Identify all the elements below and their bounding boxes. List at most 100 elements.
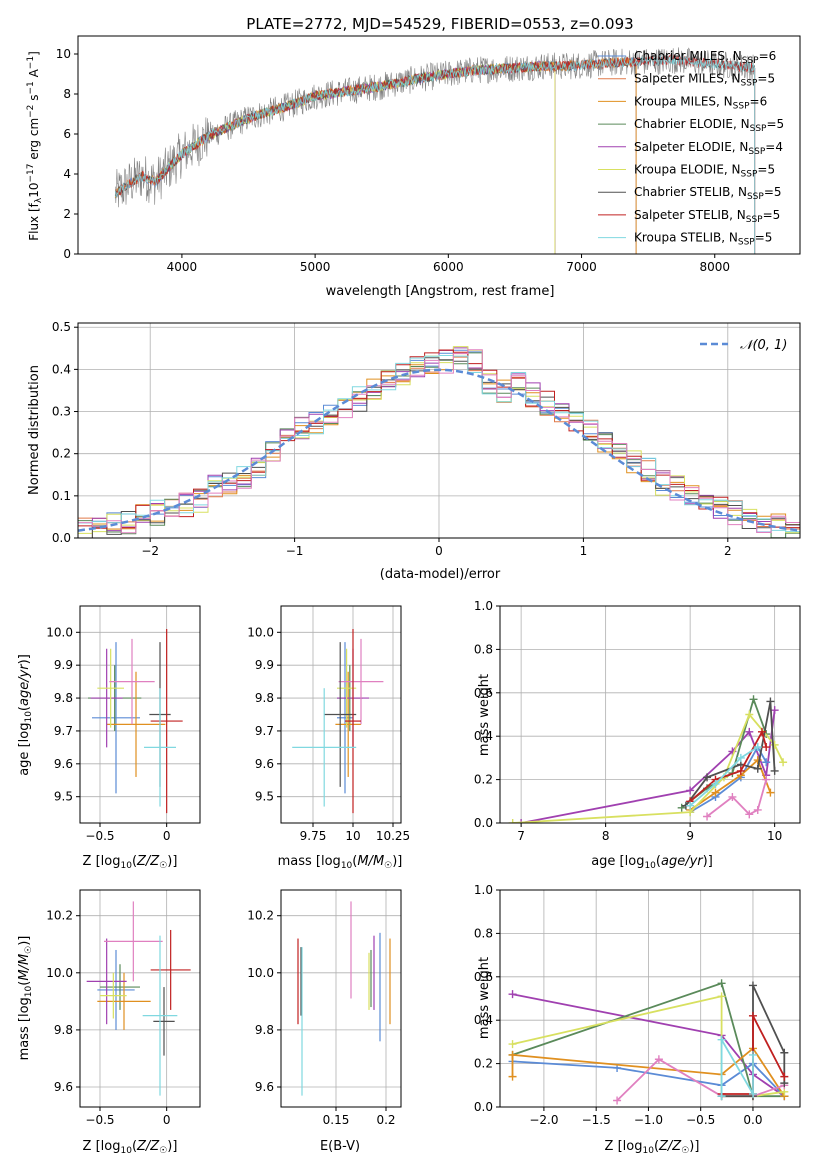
weight-marker	[717, 1092, 726, 1101]
weight-marker	[717, 992, 726, 1001]
x-tick-label: −2	[141, 544, 159, 558]
weight-marker	[703, 812, 712, 821]
plot-inner	[508, 695, 788, 823]
axes-frame	[499, 605, 801, 824]
y-tick-label: 0.1	[52, 489, 71, 503]
y-tick-label: 0.4	[474, 1013, 493, 1027]
legend-subscript: SSP	[742, 56, 759, 66]
y-tick-label: 0.3	[52, 405, 71, 419]
legend-label-rest: =5	[757, 163, 775, 177]
weight-marker	[745, 710, 754, 719]
plot-inner	[114, 47, 756, 254]
weight-marker	[762, 775, 771, 784]
weight-marker	[508, 1040, 517, 1049]
spectrum-legend: Chabrier MILES, NSSP=6 Salpeter MILES, NS…	[598, 49, 784, 248]
legend-label: Kroupa STELIB, NSSP=5	[634, 231, 772, 248]
x-tick-label: −0.5	[686, 1113, 715, 1127]
y-tick-label: 9.6	[54, 1080, 73, 1094]
x-tick-label: 0.0	[743, 1113, 762, 1127]
weight-marker	[711, 788, 720, 797]
axes-frame	[499, 889, 801, 1108]
weight-line	[512, 993, 785, 1097]
x-tick-label: −0.5	[85, 829, 114, 843]
axes-frame	[280, 889, 402, 1108]
x-tick-label: 1	[580, 544, 588, 558]
normal-curve	[78, 368, 798, 532]
x-tick-label: 10.25	[376, 829, 410, 843]
y-tick-label: 0.2	[474, 773, 493, 787]
y-tick-label: 1.0	[474, 599, 493, 613]
axes-frame	[280, 605, 402, 824]
legend-subscript: SSP	[747, 192, 764, 202]
y-tick-label: 0.2	[52, 447, 71, 461]
weight-marker	[766, 697, 775, 706]
legend-subscript: SSP	[746, 215, 763, 225]
y-tick-label: 0.0	[52, 531, 71, 545]
legend-label-rest: =5	[755, 231, 773, 245]
weight-marker	[753, 805, 762, 814]
x-tick-label: 4000	[167, 260, 198, 274]
y-tick-label: 9.9	[54, 658, 73, 672]
y-tick-label: 9.8	[255, 691, 274, 705]
x-tick-label: 7	[517, 829, 525, 843]
y-tick-label: 10.2	[247, 909, 274, 923]
weight-marker	[780, 1072, 789, 1081]
legend-label-rest: =5	[757, 72, 775, 86]
weight-line	[512, 982, 785, 1098]
legend-label-rest: =4	[765, 140, 783, 154]
age-vs-Z-plot: −0.5 0 9.5 9.6 9.7 9.8 9.9 10.0	[46, 605, 201, 843]
weight-marker	[753, 743, 762, 752]
residual-legend: 𝒩(0, 1)	[700, 338, 787, 353]
legend-label: Salpeter MILES, NSSP=5	[634, 72, 775, 89]
legend-subscript: SSP	[741, 170, 758, 180]
x-tick-label: −2.0	[529, 1113, 558, 1127]
residual-panel: −2 −1 0 1 2 0.0 0.1 0.2 0.3 0.4 0.5 (data-model)/e…	[27, 320, 801, 582]
weight-line	[512, 712, 784, 823]
massZ-y-label: mass [log10(M/M☉)]	[17, 936, 34, 1061]
weight-marker	[748, 1011, 757, 1020]
weight-line	[689, 746, 759, 807]
weight-marker	[766, 788, 775, 797]
weight-marker	[753, 756, 762, 765]
y-tick-label: 8	[63, 87, 71, 101]
residual-y-label: Normed distribution	[27, 365, 42, 495]
y-tick-label: 1.0	[474, 883, 493, 897]
axes-frame	[79, 889, 201, 1108]
x-tick-label: 8000	[699, 260, 730, 274]
y-tick-label: 0	[63, 247, 71, 261]
y-tick-label: 6	[63, 127, 71, 141]
weight-line	[720, 1036, 754, 1098]
mass-vs-EBV-plot: 0.15 0.2 9.6 9.8 10.0 10.2	[247, 889, 402, 1127]
spectrum-title: PLATE=2772, MJD=54529, FIBERID=0553, z=0…	[246, 15, 633, 33]
weight-marker	[762, 743, 771, 752]
plot-inner	[297, 901, 391, 1096]
weight-marker	[517, 819, 526, 823]
weight-marker	[508, 1050, 517, 1059]
spectrum-panel: PLATE=2772, MJD=54529, FIBERID=0553, z=0…	[26, 15, 801, 299]
x-tick-label: 5000	[300, 260, 331, 274]
weight-marker	[654, 1055, 663, 1064]
legend-subscript: SSP	[748, 147, 765, 157]
y-tick-label: 9.6	[255, 1080, 274, 1094]
axes-frame	[79, 605, 201, 824]
weight-marker	[748, 1050, 757, 1059]
age-vs-mass-plot: 9.75 10 10.25 9.5 9.6 9.7 9.8 9.9 10.0	[247, 605, 410, 843]
wAge-x-label: age [log10(age/yr)]	[591, 854, 713, 871]
weight-marker	[748, 981, 757, 990]
y-tick-label: 9.5	[54, 790, 73, 804]
wZ-y-label: mass weight	[477, 957, 492, 1039]
y-tick-label: 10	[56, 47, 71, 61]
weight-marker	[770, 766, 779, 775]
model-spectrum-line	[154, 60, 556, 183]
y-tick-label: 10.0	[247, 966, 274, 980]
legend-label: Kroupa ELODIE, NSSP=5	[634, 163, 775, 180]
spectrum-x-label: wavelength [Angstrom, rest frame]	[326, 284, 555, 299]
weight-marker	[753, 764, 762, 773]
legend-label-rest: =5	[763, 208, 781, 222]
legend-subscript: SSP	[741, 79, 758, 89]
x-tick-label: 7000	[566, 260, 597, 274]
axes-frame	[77, 35, 801, 255]
y-tick-label: 9.8	[54, 1023, 73, 1037]
x-tick-label: −1.0	[634, 1113, 663, 1127]
x-tick-label: 0	[435, 544, 443, 558]
